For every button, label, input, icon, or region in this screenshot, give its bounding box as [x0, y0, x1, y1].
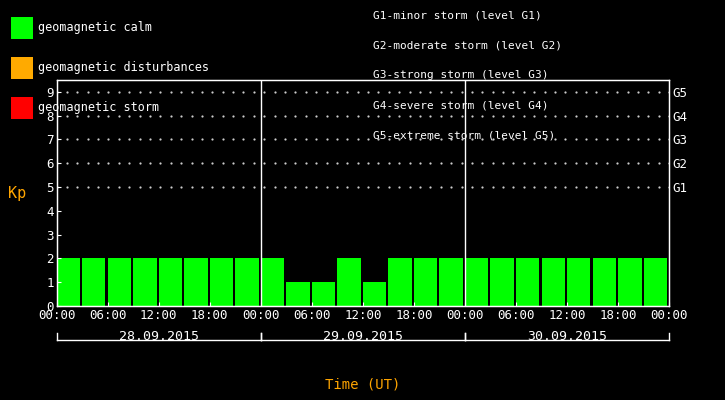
Bar — [57, 258, 80, 306]
Text: G2-moderate storm (level G2): G2-moderate storm (level G2) — [373, 40, 563, 50]
Bar — [133, 258, 157, 306]
Text: G1-minor storm (level G1): G1-minor storm (level G1) — [373, 10, 542, 20]
Text: G3-strong storm (level G3): G3-strong storm (level G3) — [373, 70, 549, 80]
Bar — [82, 258, 105, 306]
Bar — [491, 258, 514, 306]
Text: 29.09.2015: 29.09.2015 — [323, 330, 403, 343]
Bar — [184, 258, 207, 306]
Bar — [465, 258, 489, 306]
Bar — [337, 258, 361, 306]
Bar — [592, 258, 616, 306]
Bar — [362, 282, 386, 306]
Text: geomagnetic calm: geomagnetic calm — [38, 22, 152, 34]
Text: 30.09.2015: 30.09.2015 — [527, 330, 607, 343]
Text: geomagnetic storm: geomagnetic storm — [38, 102, 160, 114]
Bar — [516, 258, 539, 306]
Bar — [159, 258, 182, 306]
Bar — [567, 258, 590, 306]
Bar — [439, 258, 463, 306]
Bar — [210, 258, 233, 306]
Bar — [312, 282, 335, 306]
Text: geomagnetic disturbances: geomagnetic disturbances — [38, 62, 210, 74]
Text: G4-severe storm (level G4): G4-severe storm (level G4) — [373, 100, 549, 110]
Bar — [414, 258, 437, 306]
Bar — [618, 258, 642, 306]
Bar — [261, 258, 284, 306]
Bar — [286, 282, 310, 306]
Bar — [542, 258, 565, 306]
Bar — [107, 258, 131, 306]
Text: 28.09.2015: 28.09.2015 — [119, 330, 199, 343]
Bar — [644, 258, 667, 306]
Text: G5-extreme storm (level G5): G5-extreme storm (level G5) — [373, 130, 555, 140]
Bar — [235, 258, 259, 306]
Text: Time (UT): Time (UT) — [325, 378, 400, 392]
Bar — [389, 258, 412, 306]
Text: Kp: Kp — [7, 186, 26, 200]
